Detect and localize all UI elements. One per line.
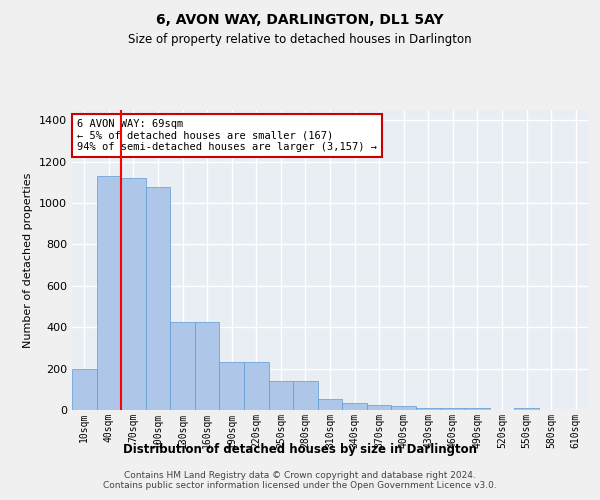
Y-axis label: Number of detached properties: Number of detached properties [23,172,34,348]
Bar [220,362,244,410]
Text: Contains HM Land Registry data © Crown copyright and database right 2024.
Contai: Contains HM Land Registry data © Crown c… [103,470,497,490]
Bar [97,176,121,410]
Text: 6, AVON WAY, DARLINGTON, DL1 5AY: 6, AVON WAY, DARLINGTON, DL1 5AY [156,12,444,26]
Bar [72,368,97,410]
Bar [342,403,367,410]
Bar [391,406,416,410]
Text: 6 AVON WAY: 69sqm
← 5% of detached houses are smaller (167)
94% of semi-detached: 6 AVON WAY: 69sqm ← 5% of detached house… [77,119,377,152]
Text: Size of property relative to detached houses in Darlington: Size of property relative to detached ho… [128,32,472,46]
Bar [244,362,269,410]
Bar [367,405,391,410]
Bar [318,398,342,410]
Bar [440,408,465,410]
Bar [416,408,440,410]
Bar [514,408,539,410]
Bar [465,408,490,410]
Bar [269,381,293,410]
Bar [121,178,146,410]
Bar [170,322,195,410]
Text: Distribution of detached houses by size in Darlington: Distribution of detached houses by size … [123,442,477,456]
Bar [195,322,220,410]
Bar [146,186,170,410]
Bar [293,381,318,410]
